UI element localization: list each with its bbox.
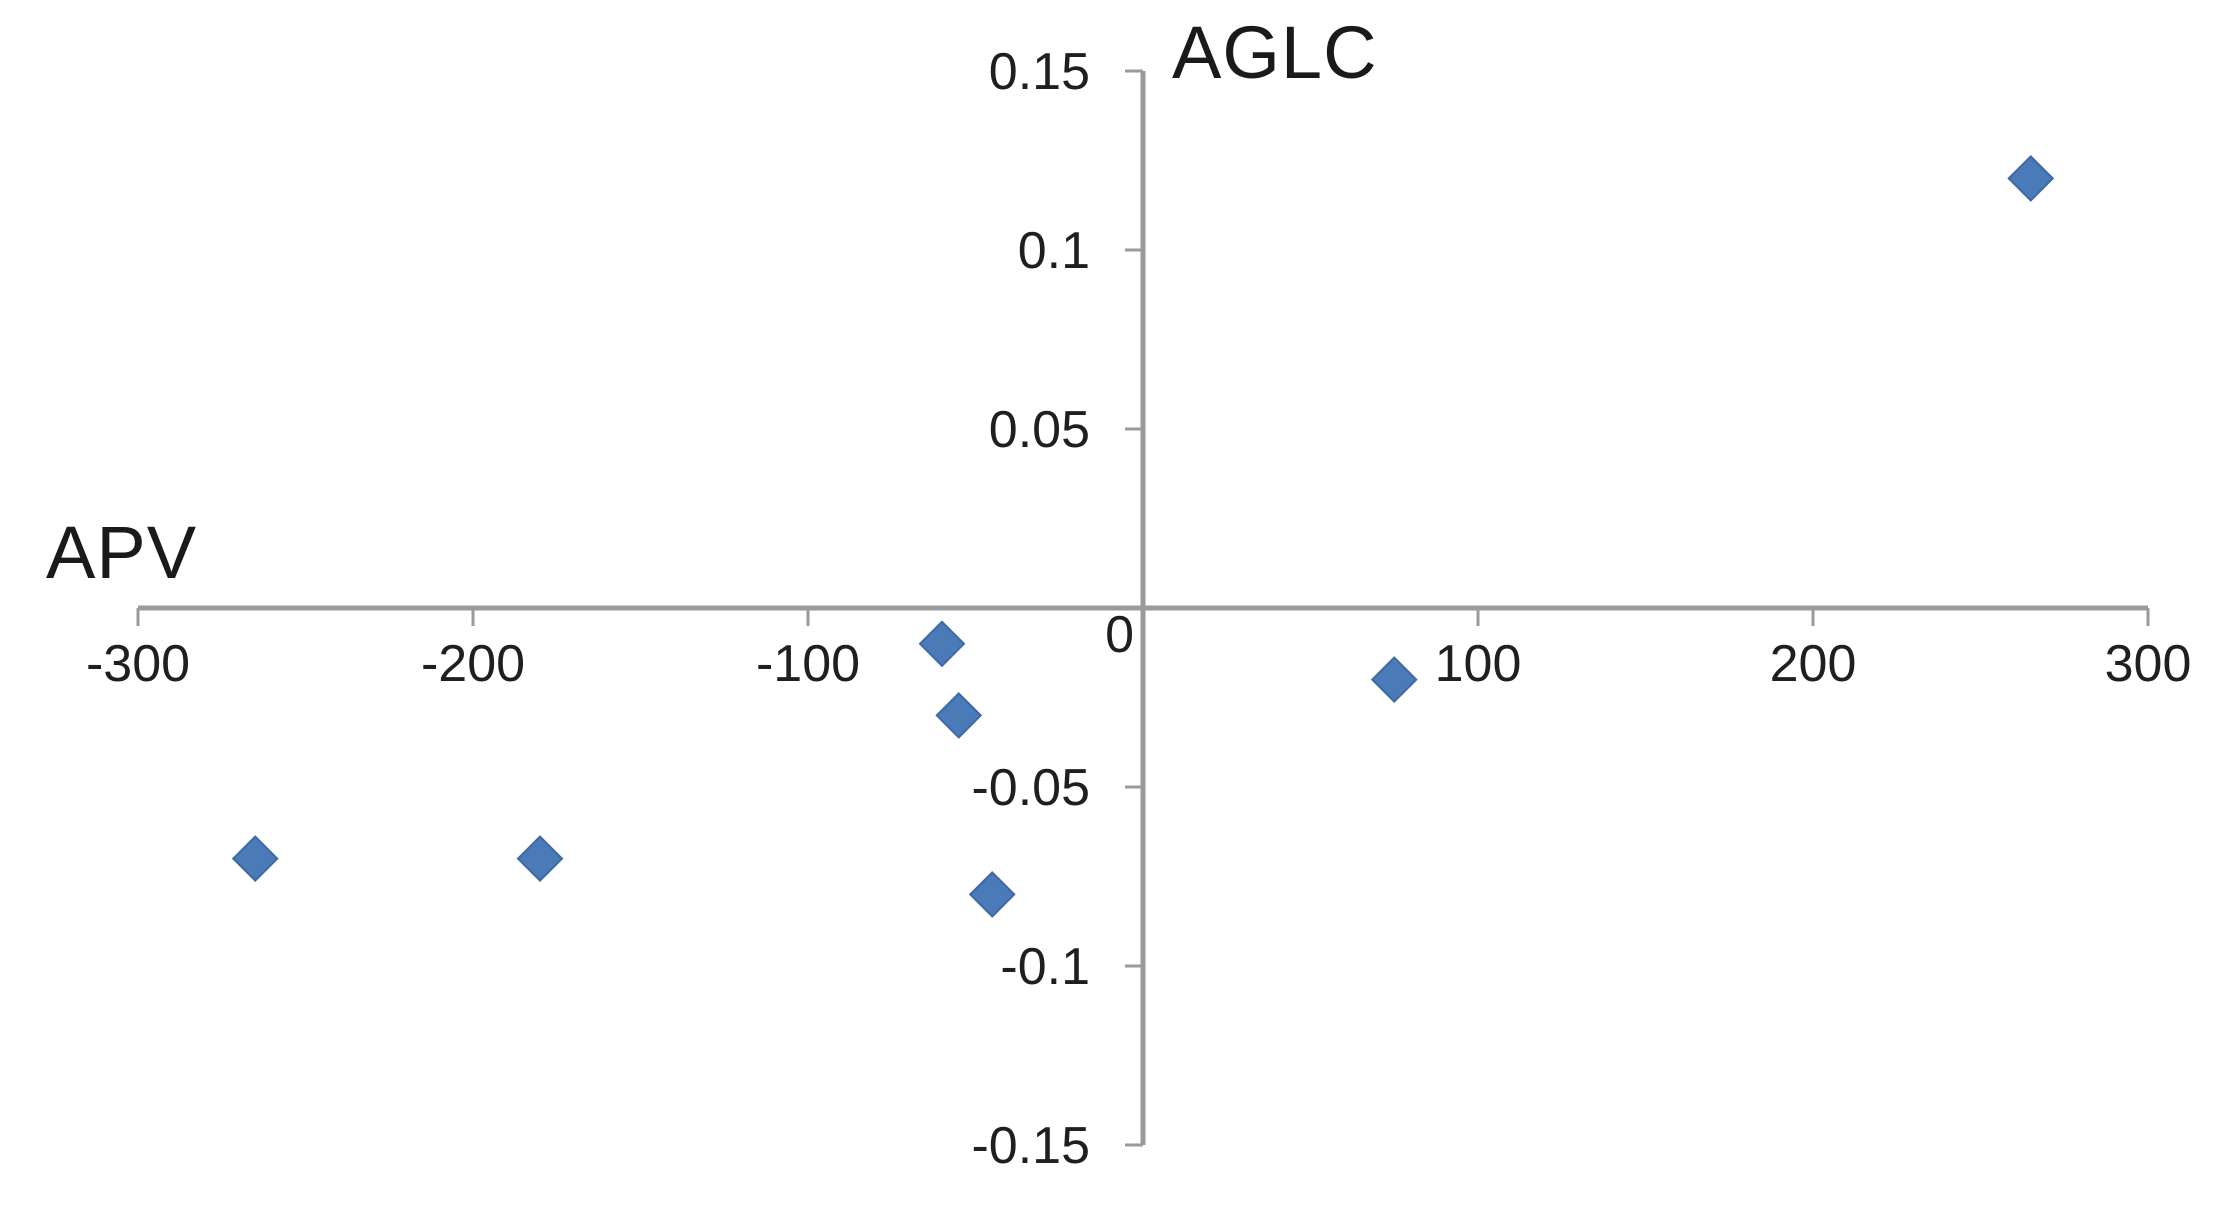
x-tick-label: -200 xyxy=(421,635,525,693)
y-tick-label: -0.05 xyxy=(971,759,1090,817)
x-tick-label: 300 xyxy=(2105,635,2192,693)
data-point-marker xyxy=(968,870,1016,918)
data-point-marker xyxy=(2007,154,2055,202)
y-tick-label: 0.1 xyxy=(1018,222,1090,280)
x-tick-label: -300 xyxy=(86,635,190,693)
x-tick-label: 100 xyxy=(1435,635,1522,693)
x-axis-title: APV xyxy=(46,511,198,594)
x-tick-label: 200 xyxy=(1770,635,1857,693)
data-point-marker xyxy=(1370,656,1418,704)
y-axis-title: AGLC xyxy=(1172,11,1378,94)
origin-tick-label: 0 xyxy=(1105,606,1134,664)
y-tick-label: 0.05 xyxy=(989,401,1090,459)
data-point-marker xyxy=(231,835,279,883)
data-point-marker xyxy=(935,691,983,739)
y-tick-label: -0.15 xyxy=(971,1117,1090,1175)
y-tick-label: 0.15 xyxy=(989,43,1090,101)
data-point-marker xyxy=(918,620,966,668)
y-tick-label: -0.1 xyxy=(1000,938,1090,996)
x-tick-label: -100 xyxy=(756,635,860,693)
data-point-marker xyxy=(516,835,564,883)
